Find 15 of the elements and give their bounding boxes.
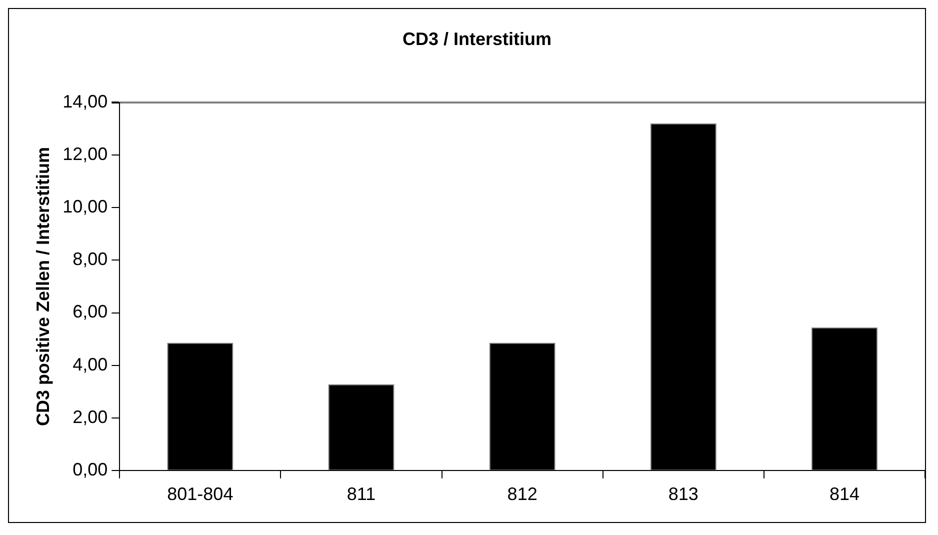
x-tick-label: 801-804 [167,484,234,504]
y-tick-label: 6,00 [72,302,108,322]
y-tick-label: 0,00 [72,459,108,480]
y-tick-label: 12,00 [62,144,108,164]
x-tick-label: 812 [507,484,538,504]
x-tick-label: 811 [346,484,376,504]
chart-title: CD3 / Interstitium [402,28,552,49]
y-tick-label: 10,00 [62,196,108,217]
x-tick-label: 814 [829,484,860,504]
y-tick-label: 2,00 [72,406,108,427]
y-axis-title: CD3 positive Zellen / Interstitium [32,146,53,426]
y-tick-label: 14,00 [62,92,108,112]
x-tick-label: 813 [668,484,698,504]
y-tick-label: 4,00 [72,354,108,374]
y-tick-label: 8,00 [72,249,108,270]
